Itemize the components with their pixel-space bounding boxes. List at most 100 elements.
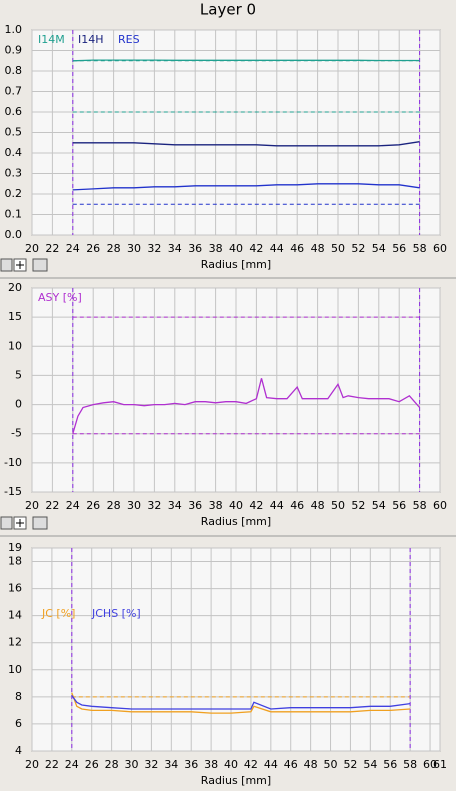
y-tick-label: 0.4 bbox=[5, 146, 23, 159]
legend-entry: RES bbox=[118, 33, 140, 46]
x-tick-label: 46 bbox=[290, 242, 304, 255]
y-tick-label: 0.2 bbox=[5, 187, 23, 200]
x-tick-label: 61 bbox=[433, 758, 447, 771]
x-tick-label: 38 bbox=[204, 758, 218, 771]
pan-button[interactable] bbox=[32, 258, 48, 272]
x-tick-label: 60 bbox=[433, 242, 447, 255]
window-title: Layer 0 bbox=[200, 1, 256, 19]
y-tick-label: 0 bbox=[15, 398, 22, 411]
x-tick-label: 48 bbox=[304, 758, 318, 771]
x-tick-label: 20 bbox=[25, 499, 39, 512]
y-tick-label: 0.1 bbox=[5, 208, 23, 221]
y-tick-label: 8 bbox=[15, 690, 22, 703]
y-tick-label: 18 bbox=[8, 555, 22, 568]
y-tick-label: 19 bbox=[8, 541, 22, 554]
x-axis-label: Radius [mm] bbox=[201, 258, 271, 271]
x-tick-label: 46 bbox=[284, 758, 298, 771]
x-tick-label: 52 bbox=[351, 499, 365, 512]
x-tick-label: 36 bbox=[188, 242, 202, 255]
x-tick-label: 56 bbox=[383, 758, 397, 771]
x-tick-label: 60 bbox=[433, 499, 447, 512]
legend-entry: JC [%] bbox=[41, 607, 75, 620]
y-tick-label: 14 bbox=[8, 609, 22, 622]
x-tick-label: 26 bbox=[85, 758, 99, 771]
y-tick-label: 10 bbox=[8, 663, 22, 676]
x-tick-label: 26 bbox=[86, 499, 100, 512]
x-tick-label: 58 bbox=[413, 242, 427, 255]
x-tick-label: 34 bbox=[164, 758, 178, 771]
x-tick-label: 32 bbox=[144, 758, 158, 771]
x-tick-label: 30 bbox=[127, 242, 141, 255]
x-tick-label: 46 bbox=[290, 499, 304, 512]
y-tick-label: -10 bbox=[4, 456, 22, 469]
x-tick-label: 30 bbox=[125, 758, 139, 771]
x-tick-label: 56 bbox=[392, 499, 406, 512]
toolbar bbox=[0, 258, 48, 272]
y-tick-label: 12 bbox=[8, 636, 22, 649]
x-tick-label: 50 bbox=[324, 758, 338, 771]
x-tick-label: 36 bbox=[184, 758, 198, 771]
x-tick-label: 40 bbox=[229, 499, 243, 512]
x-tick-label: 48 bbox=[311, 499, 325, 512]
plot-area bbox=[31, 547, 441, 752]
x-tick-label: 32 bbox=[147, 499, 161, 512]
y-tick-label: -5 bbox=[11, 427, 22, 440]
x-tick-label: 44 bbox=[270, 242, 284, 255]
pan-button[interactable] bbox=[32, 516, 48, 530]
x-tick-label: 24 bbox=[66, 499, 80, 512]
series-line bbox=[72, 59, 420, 62]
y-tick-label: 0.7 bbox=[5, 85, 23, 98]
x-tick-label: 28 bbox=[105, 758, 119, 771]
x-tick-label: 20 bbox=[25, 242, 39, 255]
x-tick-label: 60 bbox=[423, 758, 437, 771]
x-tick-label: 50 bbox=[331, 499, 345, 512]
y-tick-label: 10 bbox=[8, 339, 22, 352]
x-tick-label: 48 bbox=[311, 242, 325, 255]
y-tick-label: 0.6 bbox=[5, 105, 23, 118]
legend-entry: JCHS [%] bbox=[91, 607, 141, 620]
x-tick-label: 40 bbox=[229, 242, 243, 255]
x-tick-label: 42 bbox=[249, 242, 263, 255]
x-tick-label: 54 bbox=[372, 242, 386, 255]
x-tick-label: 34 bbox=[168, 499, 182, 512]
series-line bbox=[71, 695, 411, 710]
toolbar bbox=[0, 516, 48, 530]
x-tick-label: 56 bbox=[392, 242, 406, 255]
y-tick-label: -15 bbox=[4, 485, 22, 498]
x-tick-label: 28 bbox=[107, 499, 121, 512]
x-tick-label: 24 bbox=[65, 758, 79, 771]
plus-icon bbox=[16, 519, 24, 527]
zoom-button[interactable] bbox=[0, 258, 13, 272]
zoom-button[interactable] bbox=[0, 516, 13, 530]
x-tick-label: 22 bbox=[45, 499, 59, 512]
y-tick-label: 0.8 bbox=[5, 64, 23, 77]
x-tick-label: 58 bbox=[403, 758, 417, 771]
legend-entry: ASY [%] bbox=[38, 291, 82, 304]
x-tick-label: 50 bbox=[331, 242, 345, 255]
x-tick-label: 54 bbox=[372, 499, 386, 512]
y-tick-label: 20 bbox=[8, 281, 22, 294]
y-tick-label: 0.9 bbox=[5, 44, 23, 57]
x-tick-label: 44 bbox=[264, 758, 278, 771]
x-tick-label: 30 bbox=[127, 499, 141, 512]
x-tick-label: 54 bbox=[363, 758, 377, 771]
x-tick-label: 32 bbox=[147, 242, 161, 255]
x-tick-label: 22 bbox=[45, 758, 59, 771]
x-tick-label: 24 bbox=[66, 242, 80, 255]
series-line bbox=[72, 183, 420, 191]
y-tick-label: 16 bbox=[8, 582, 22, 595]
x-axis-label: Radius [mm] bbox=[201, 515, 271, 528]
series-line bbox=[72, 141, 420, 147]
x-tick-label: 44 bbox=[270, 499, 284, 512]
x-tick-label: 42 bbox=[249, 499, 263, 512]
y-tick-label: 15 bbox=[8, 310, 22, 323]
y-tick-label: 1.0 bbox=[5, 23, 23, 36]
x-tick-label: 38 bbox=[209, 499, 223, 512]
x-tick-label: 42 bbox=[244, 758, 258, 771]
x-tick-label: 34 bbox=[168, 242, 182, 255]
legend-entry: I14M bbox=[38, 33, 65, 46]
legend-entry: I14H bbox=[78, 33, 104, 46]
x-tick-label: 26 bbox=[86, 242, 100, 255]
x-tick-label: 28 bbox=[107, 242, 121, 255]
